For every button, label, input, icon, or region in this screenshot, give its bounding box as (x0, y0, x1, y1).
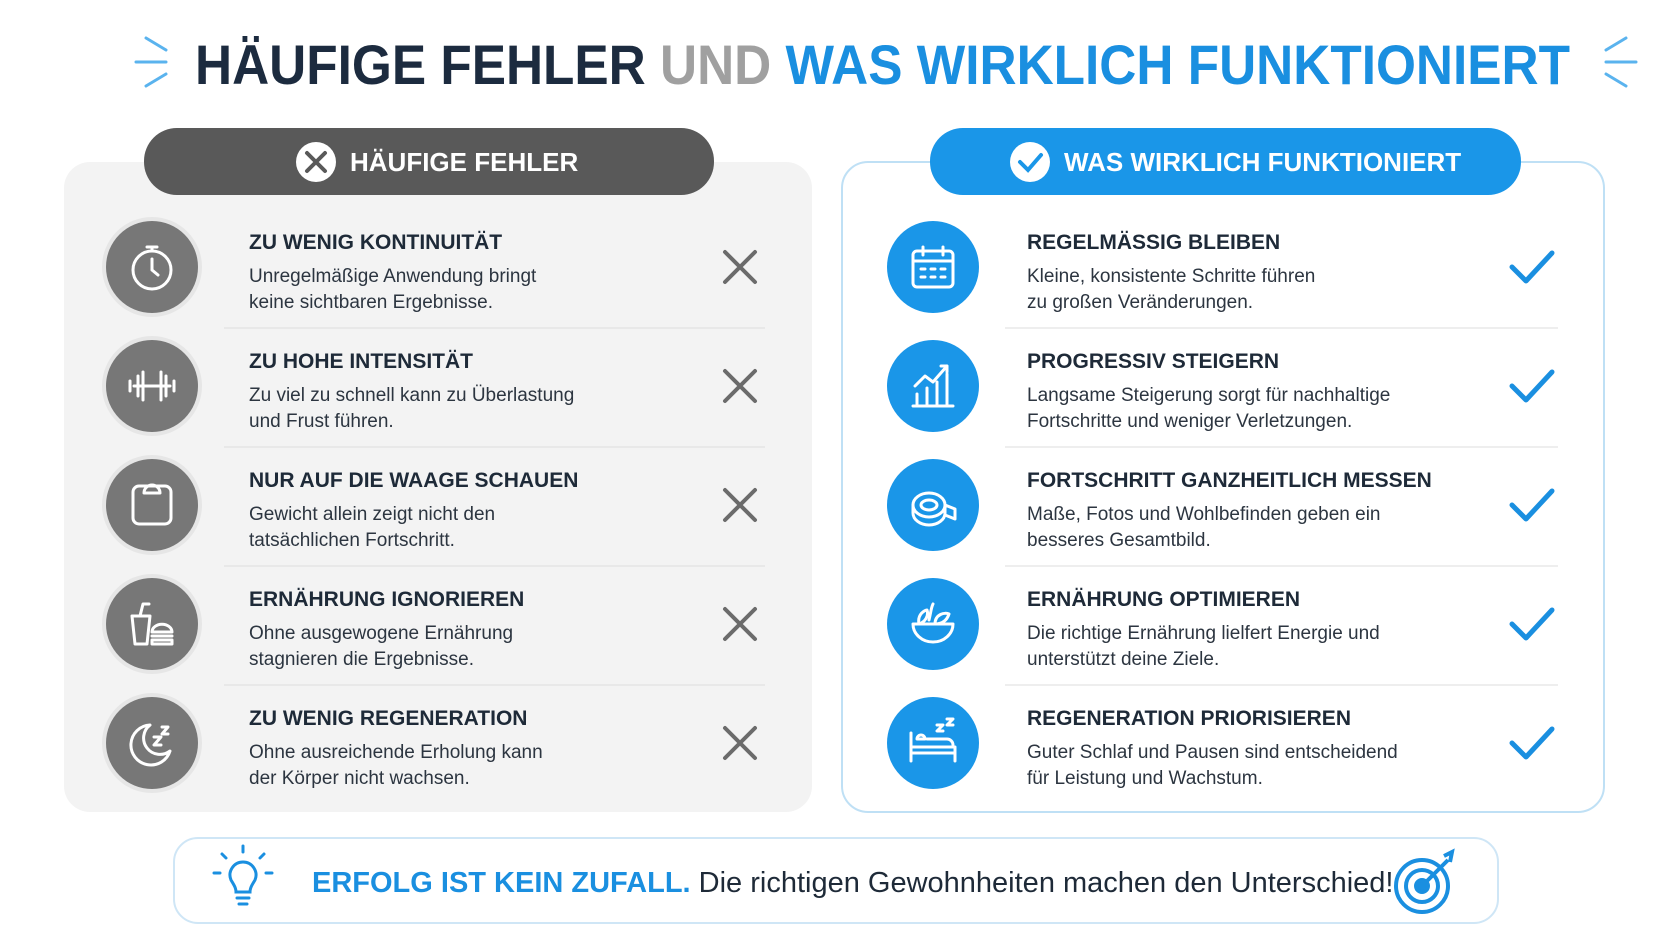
item-description: Kleine, konsistente Schritte führen (1027, 266, 1315, 287)
check-mark (1509, 726, 1555, 760)
icon-circle (887, 459, 979, 551)
x-mark (723, 250, 757, 284)
item-description: Maße, Fotos und Wohlbefinden geben ein (1027, 504, 1381, 525)
x-icon (305, 151, 327, 173)
item-title: NUR AUF DIE WAAGE SCHAUEN (249, 469, 578, 492)
item-description: Die richtige Ernährung lielfert Energie … (1027, 623, 1380, 644)
item-description: der Körper nicht wachsen. (249, 768, 470, 789)
item-description: unterstützt deine Ziele. (1027, 649, 1219, 670)
item-description: Ohne ausreichende Erholung kann (249, 742, 543, 763)
icon-circle (106, 578, 198, 670)
main-title: HÄUFIGE FEHLER UND WAS WIRKLICH FUNKTION… (195, 33, 1570, 96)
left-header-text: HÄUFIGE FEHLER (350, 147, 578, 177)
icon (131, 483, 173, 526)
item-title: ZU WENIG REGENERATION (249, 707, 527, 730)
right-header (930, 128, 1521, 195)
item-description: tatsächlichen Fortschritt. (249, 530, 455, 551)
item-row: PROGRESSIV STEIGERN Langsame Steigerung s… (887, 340, 1558, 448)
title-part: UND (660, 33, 771, 96)
check-icon (1010, 142, 1050, 182)
check-mark (1509, 250, 1555, 284)
x-mark (723, 369, 757, 403)
item-row: ERNÄHRUNG IGNORIEREN Ohne ausgewogene Ern… (102, 574, 765, 686)
item-description: Gewicht allein zeigt nicht den (249, 504, 495, 525)
item-title: FORTSCHRITT GANZHEITLICH MESSEN (1027, 469, 1432, 492)
item-description: Zu viel zu schnell kann zu Überlastung (249, 385, 574, 406)
x-mark (723, 607, 757, 641)
item-row: ZU WENIG KONTINUITÄT Unregelmäßige Anwend… (102, 217, 765, 329)
item-description: Ohne ausgewogene Ernährung (249, 623, 513, 644)
left-header (144, 128, 714, 195)
icon (911, 364, 955, 408)
item-description: und Frust führen. (249, 411, 394, 432)
icon (911, 491, 957, 527)
icon-circle (106, 697, 198, 789)
item-title: ERNÄHRUNG IGNORIEREN (249, 588, 524, 611)
item-title: ZU HOHE INTENSITÄT (249, 350, 473, 373)
item-row: NUR AUF DIE WAAGE SCHAUEN Gewicht allein … (102, 455, 765, 567)
x-mark (723, 488, 757, 522)
item-description: zu großen Veränderungen. (1027, 292, 1253, 313)
item-description: Unregelmäßige Anwendung bringt (249, 266, 537, 287)
item-row: ZU HOHE INTENSITÄT Zu viel zu schnell kan… (102, 336, 765, 448)
icon (129, 723, 172, 767)
icon-circle (887, 340, 979, 432)
item-row: ZU WENIG REGENERATION Ohne ausreichende E… (102, 693, 757, 793)
item-row: REGENERATION PRIORISIEREN Guter Schlaf un… (887, 697, 1555, 789)
item-row: ERNÄHRUNG OPTIMIEREN Die richtige Ernähru… (887, 578, 1558, 686)
icon-circle (887, 697, 979, 789)
item-description: besseres Gesamtbild. (1027, 530, 1211, 551)
title-part: HÄUFIGE FEHLER (195, 33, 646, 96)
footer-box (173, 837, 1499, 924)
icon (130, 602, 174, 646)
item-title: ERNÄHRUNG OPTIMIEREN (1027, 588, 1300, 611)
check-mark (1509, 369, 1555, 403)
icon (911, 245, 955, 289)
footer-bold: ERFOLG IST KEIN ZUFALL. (312, 867, 691, 899)
item-row: REGELMÄSSIG BLEIBEN Kleine, konsistente S… (887, 221, 1558, 329)
item-title: REGELMÄSSIG BLEIBEN (1027, 231, 1280, 254)
icon (909, 717, 957, 763)
item-title: PROGRESSIV STEIGERN (1027, 350, 1279, 373)
title-deco (134, 36, 1638, 88)
right-header-text: WAS WIRKLICH FUNKTIONIERT (1064, 147, 1461, 177)
footer-normal: Die richtigen Gewohnheiten machen den Un… (699, 867, 1394, 899)
item-title: ZU WENIG KONTINUITÄT (249, 231, 502, 254)
item-row: FORTSCHRITT GANZHEITLICH MESSEN Maße, Fot… (887, 459, 1558, 567)
item-description: Langsame Steigerung sorgt für nachhaltig… (1027, 385, 1390, 406)
x-mark (723, 726, 757, 760)
icon (911, 602, 955, 644)
check-mark (1509, 607, 1555, 641)
item-description: Guter Schlaf und Pausen sind entscheiden… (1027, 742, 1398, 763)
icon (131, 245, 173, 291)
check-icon (1018, 153, 1043, 173)
item-description: für Leistung und Wachstum. (1027, 768, 1263, 789)
icon-circle (106, 459, 198, 551)
footer-text: ERFOLG IST KEIN ZUFALL. Die richtigen Ge… (312, 867, 1393, 899)
left-panel (64, 162, 812, 812)
check-mark (1509, 488, 1555, 522)
item-description: stagnieren die Ergebnisse. (249, 649, 474, 670)
icon (128, 370, 176, 402)
icon-circle (887, 221, 979, 313)
title-part: WAS WIRKLICH FUNKTIONIERT (786, 33, 1570, 96)
item-title: REGENERATION PRIORISIEREN (1027, 707, 1351, 730)
item-description: Fortschritte und weniger Verletzungen. (1027, 411, 1352, 432)
item-description: keine sichtbaren Ergebnisse. (249, 292, 493, 313)
bulb-icon (212, 844, 274, 906)
target-icon (1394, 848, 1455, 914)
